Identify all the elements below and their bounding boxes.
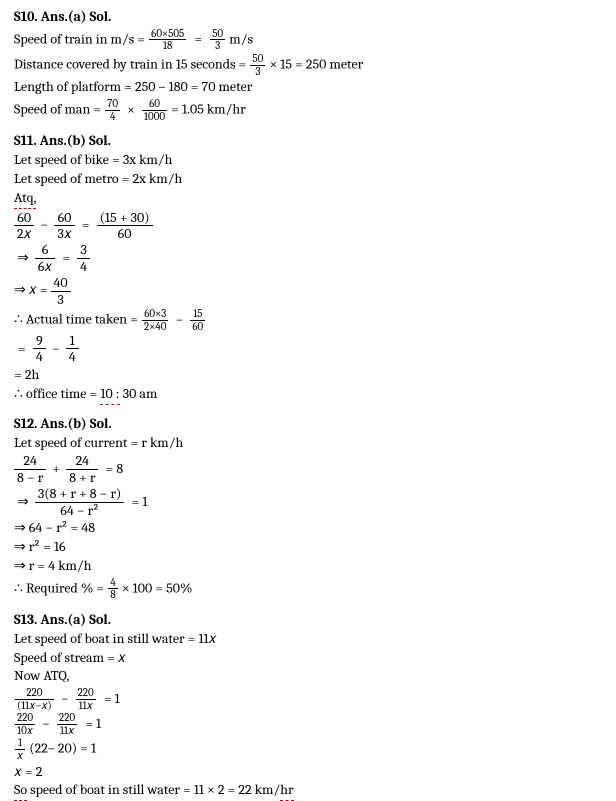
text: = 8 — [102, 460, 128, 479]
plus: + — [49, 460, 63, 479]
solution-s13: S13. Ans.(a) Sol. Let speed of boat in s… — [14, 611, 604, 801]
frac: 3(8 + r + 8 − r)64 − r² — [35, 486, 125, 518]
equals: = — [58, 249, 74, 268]
text: = 1 — [100, 690, 124, 709]
text: hr — [280, 781, 293, 801]
s12-e1: 248 − r + 248 + r = 8 — [14, 453, 604, 485]
solution-s10: S10. Ans.(a) Sol. Speed of train in m/s … — [14, 8, 604, 122]
s11-e4: ∴ Actual time taken = 60×32×40 − 1560 — [14, 308, 604, 332]
s11-e7: ∴ office time = 10 : 30 am — [14, 385, 604, 405]
frac: 66𝑥 — [35, 242, 55, 274]
frac: 60×32×40 — [141, 308, 169, 332]
equals: = — [14, 340, 30, 359]
frac: 220(11𝑥−𝑥) — [14, 687, 55, 711]
s13-e3: 1𝑥 (22– 20) = 1 — [14, 737, 604, 761]
s12-e6: ∴ Required % = 48 × 100 = 50% — [14, 577, 604, 601]
frac: 403 — [51, 275, 71, 307]
s11-l2: Let speed of metro = 2x km/h — [14, 170, 604, 189]
s13-e5: So speed of boat in still water = 11 × 2… — [14, 781, 604, 801]
frac: 602𝑥 — [14, 210, 34, 242]
frac: 601000 — [141, 98, 168, 122]
text: × — [124, 101, 138, 120]
text: × 15 = 250 meter — [269, 55, 363, 72]
frac: 60×50518 — [148, 28, 187, 52]
frac: 1𝑥 — [14, 737, 26, 761]
s10-l4: Speed of man = 704 × 601000 = 1.05 km/hr — [14, 98, 604, 122]
frac: 603𝑥 — [54, 210, 74, 242]
s13-l3: Now ATQ, — [14, 667, 604, 686]
text: ∴ Required % = — [14, 579, 104, 596]
s13-l1: Let speed of boat in still water = 11𝑥 — [14, 630, 604, 649]
s13-e1: 220(11𝑥−𝑥) − 22011𝑥 = 1 — [14, 687, 604, 711]
text: So — [14, 781, 27, 801]
text: m/s — [229, 30, 253, 47]
frac: 248 + r — [66, 453, 98, 485]
text: × 100 = 50% — [122, 579, 193, 596]
s11-e5: = 94 − 14 — [14, 333, 604, 365]
minus: − — [49, 340, 63, 359]
frac: 48 — [107, 577, 118, 601]
s11-l1: Let speed of bike = 3x km/h — [14, 151, 604, 170]
frac: 34 — [77, 242, 90, 274]
s10-l3: Length of platform = 250 – 180 = 70 mete… — [14, 78, 604, 97]
text: = — [190, 30, 206, 49]
implies: ⇒ — [14, 249, 32, 268]
equals: = — [78, 216, 94, 235]
s11-e2: ⇒ 66𝑥 = 34 — [14, 242, 604, 274]
text: ⇒ — [14, 493, 32, 512]
s11-e6: = 2h — [14, 366, 604, 385]
s12-e3: ⇒ 64 − r² = 48 — [14, 519, 604, 538]
frac: 704 — [104, 98, 121, 122]
frac: 1560 — [189, 308, 206, 332]
minus: − — [38, 216, 52, 235]
s11-e3: ⇒ 𝑥 = 403 — [14, 275, 604, 307]
text: speed of boat in still water = 11 × 2 = … — [30, 781, 280, 798]
solution-s12: S12. Ans.(b) Sol. Let speed of current =… — [14, 415, 604, 601]
text: ∴ office time = — [14, 385, 97, 402]
text: (22– 20) = 1 — [29, 740, 96, 757]
solution-s11: S11. Ans.(b) Sol. Let speed of bike = 3x… — [14, 132, 604, 405]
text: 10 : — [100, 385, 119, 405]
s11-l3: Atq, — [14, 189, 604, 209]
frac: 94 — [33, 333, 46, 365]
minus: − — [173, 311, 187, 330]
frac: (15 + 30)60 — [97, 210, 153, 242]
s10-l1: Speed of train in m/s = 60×50518 = 503 m… — [14, 28, 604, 52]
text: Speed of train in m/s = — [14, 30, 145, 47]
s10-head: S10. Ans.(a) Sol. — [14, 8, 604, 27]
s10-l2: Distance covered by train in 15 seconds … — [14, 53, 604, 77]
s13-l2: Speed of stream = 𝑥 — [14, 649, 604, 668]
frac: 503 — [209, 28, 226, 52]
frac: 503 — [249, 53, 266, 77]
minus: − — [58, 690, 72, 709]
s11-head: S11. Ans.(b) Sol. — [14, 132, 604, 151]
s12-l1: Let speed of current = r km/h — [14, 434, 604, 453]
s13-e2: 22010𝑥 − 22011𝑥 = 1 — [14, 712, 604, 736]
minus: − — [39, 715, 53, 734]
s13-head: S13. Ans.(a) Sol. — [14, 611, 604, 630]
text: 30 am — [123, 385, 158, 402]
s12-e4: ⇒ r² = 16 — [14, 538, 604, 557]
text: Distance covered by train in 15 seconds … — [14, 55, 246, 72]
frac: 248 − r — [14, 453, 46, 485]
text: ⇒ 𝑥 = — [14, 281, 47, 298]
s12-head: S12. Ans.(b) Sol. — [14, 415, 604, 434]
s13-e4: 𝑥 = 2 — [14, 763, 604, 782]
frac: 14 — [66, 333, 79, 365]
s12-e2: ⇒ 3(8 + r + 8 − r)64 − r² = 1 — [14, 486, 604, 518]
text: = 1.05 km/hr — [171, 100, 246, 117]
frac: 22011𝑥 — [56, 712, 78, 736]
text: ∴ Actual time taken = — [14, 310, 138, 327]
frac: 22011𝑥 — [75, 687, 97, 711]
text: = 1 — [81, 715, 105, 734]
frac: 22010𝑥 — [14, 712, 36, 736]
s11-e1: 602𝑥 − 603𝑥 = (15 + 30)60 — [14, 210, 604, 242]
text: Speed of man = — [14, 100, 101, 117]
s12-e5: ⇒ r = 4 km/h — [14, 557, 604, 576]
text: = 1 — [128, 493, 152, 512]
